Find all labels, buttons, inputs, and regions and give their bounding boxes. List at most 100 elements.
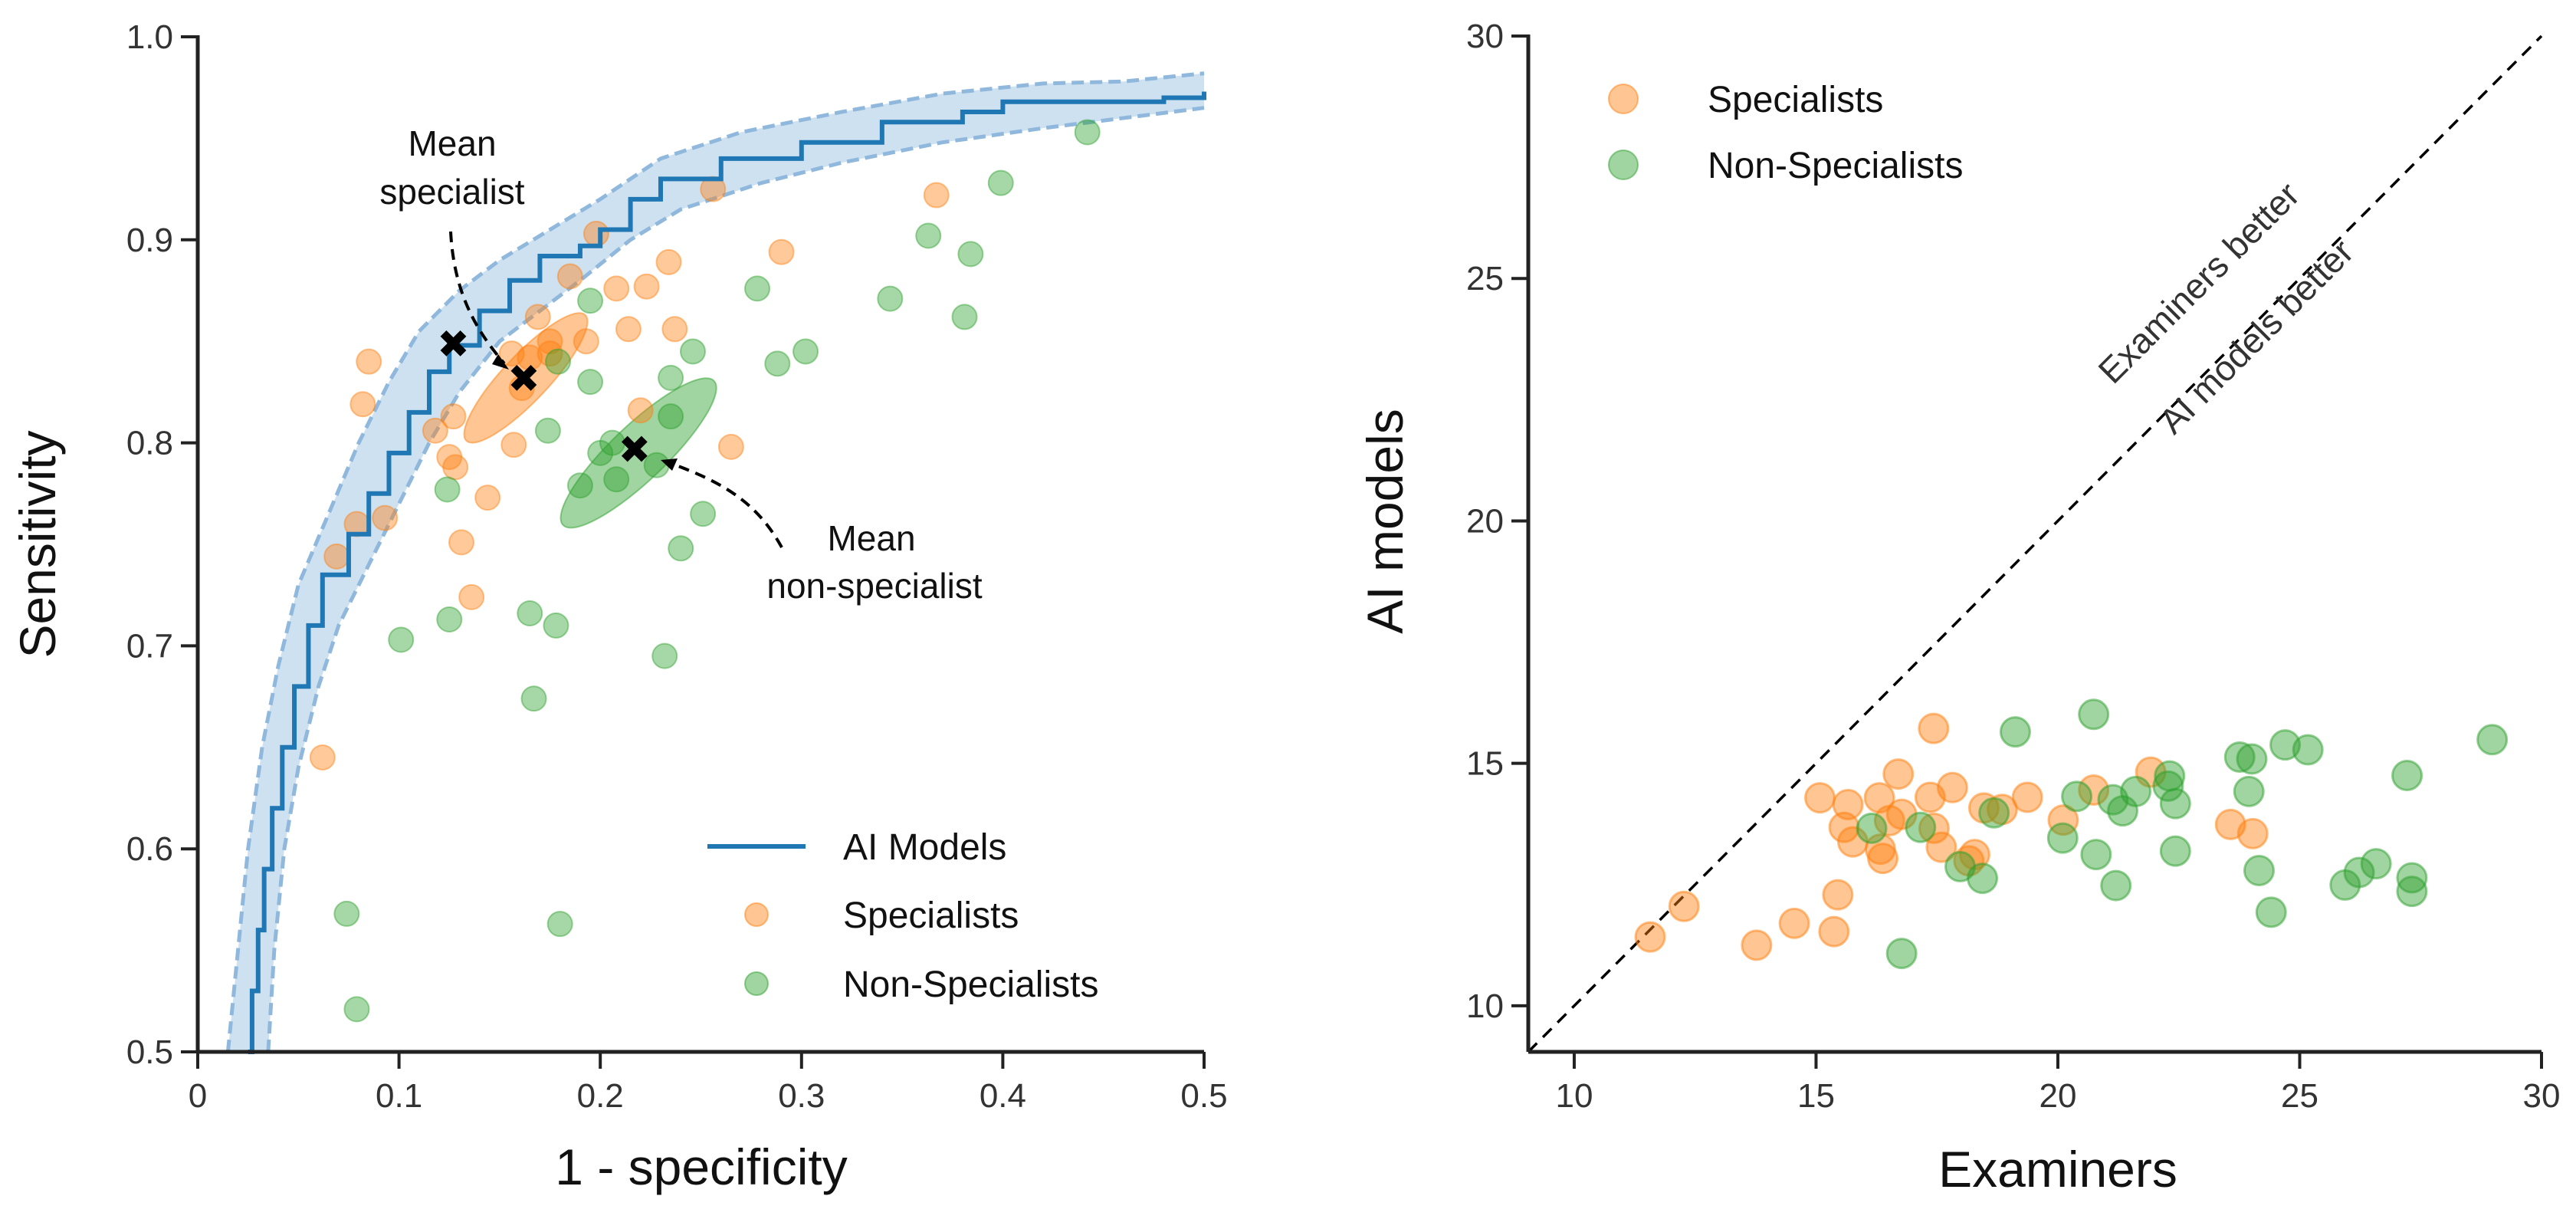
y-tick-label: 0.5 bbox=[126, 1033, 173, 1071]
specialist-point bbox=[323, 543, 350, 570]
non-specialist-point bbox=[2061, 780, 2093, 813]
annotation-mean-non-specialist-1: Mean bbox=[827, 518, 915, 558]
non-specialist-point bbox=[2159, 787, 2191, 820]
specialist-point bbox=[661, 316, 688, 343]
specialist-point bbox=[1918, 712, 1950, 744]
specialist-point bbox=[1882, 758, 1915, 790]
non-specialist-point bbox=[2159, 835, 2191, 867]
non-specialist-point bbox=[2476, 724, 2509, 756]
legend-label-specialists: Specialists bbox=[843, 895, 1019, 936]
y-tick-label: 0.9 bbox=[126, 222, 173, 259]
specialist-point bbox=[349, 391, 376, 418]
non-specialist-point bbox=[690, 501, 717, 527]
non-specialist-point bbox=[587, 439, 614, 466]
specialist-point bbox=[573, 328, 599, 355]
annotation-mean-non-specialist-2: non-specialist bbox=[766, 566, 982, 606]
non-specialist-point bbox=[957, 241, 984, 268]
axes: 10 15 20 25 30 10 15 20 25 30 bbox=[1466, 18, 2560, 1115]
specialist-point bbox=[1914, 781, 1946, 813]
ci-band-lower bbox=[266, 106, 1205, 1053]
y-tick-label: 30 bbox=[1466, 18, 1504, 55]
specialist-point bbox=[627, 397, 654, 424]
non-specialist-point bbox=[546, 911, 573, 938]
non-specialist-point bbox=[2236, 743, 2268, 775]
non-specialist-point bbox=[1999, 716, 2031, 748]
specialist-point bbox=[655, 248, 682, 275]
specialist-point bbox=[2011, 781, 2043, 813]
non-specialist-point bbox=[668, 535, 694, 562]
non-specialist-point bbox=[2292, 734, 2324, 766]
mean-non-specialist-marker bbox=[621, 435, 648, 462]
x-axis-label: 1 - specificity bbox=[555, 1138, 847, 1195]
annotation-ai-models-better: AI models better bbox=[2151, 232, 2361, 442]
non-specialist-point bbox=[2391, 759, 2423, 791]
y-tick-label: 0.7 bbox=[126, 627, 173, 665]
arrow-mean-specialist bbox=[449, 231, 506, 365]
non-specialist-point bbox=[2243, 854, 2275, 886]
roc-chart: 0 0.1 0.2 0.3 0.4 0.50.50.60.70.80.91.0 Mean … bbox=[9, 18, 1228, 1195]
legend-label-non-specialists: Non-Specialists bbox=[1708, 146, 1963, 186]
non-specialist-point bbox=[987, 169, 1014, 196]
non-specialist-point bbox=[520, 685, 547, 712]
non-specialist-point bbox=[1978, 797, 2010, 829]
non-specialist-point bbox=[915, 222, 942, 249]
non-specialist-point bbox=[877, 285, 904, 312]
non-specialist-point bbox=[2223, 741, 2256, 773]
ai-roc-curve bbox=[248, 91, 1206, 1054]
specialist-point bbox=[2236, 817, 2269, 849]
non-specialist-point bbox=[951, 304, 978, 330]
scatter-points bbox=[1634, 698, 2509, 970]
specialist-point bbox=[923, 182, 950, 209]
x-tick-label: 0.5 bbox=[1180, 1077, 1227, 1115]
specialist-point bbox=[1668, 890, 1700, 922]
non-specialist-point bbox=[603, 466, 630, 493]
specialist-point bbox=[537, 340, 563, 367]
scatter-points bbox=[309, 119, 1101, 1023]
y-tick-label: 15 bbox=[1466, 745, 1504, 783]
specialist-point bbox=[1867, 843, 1899, 875]
non-specialist-point bbox=[744, 275, 771, 302]
non-specialist-point bbox=[651, 642, 678, 669]
specialist-point bbox=[556, 263, 583, 290]
specialist-point bbox=[1778, 907, 1810, 939]
specialist-point bbox=[603, 275, 630, 302]
specialist-point bbox=[1925, 831, 1957, 863]
non-specialist-point bbox=[658, 364, 684, 391]
non-specialist-point bbox=[436, 606, 463, 632]
y-tick-label: 20 bbox=[1466, 502, 1504, 540]
non-specialist-point bbox=[1967, 863, 1999, 895]
legend-label-ai: AI Models bbox=[843, 827, 1006, 868]
x-axis-label: Examiners bbox=[1938, 1141, 2177, 1198]
non-specialist-point bbox=[1885, 938, 1918, 970]
non-specialist-point bbox=[2396, 876, 2428, 908]
non-specialist-point bbox=[566, 472, 593, 499]
non-specialist-point bbox=[2078, 698, 2110, 731]
specialist-point bbox=[1818, 915, 1850, 948]
non-specialist-point bbox=[658, 403, 684, 430]
non-specialist-point bbox=[764, 350, 791, 377]
non-specialist-point bbox=[2100, 869, 2132, 902]
arrowhead-mean-specialist bbox=[492, 354, 509, 370]
specialist-point bbox=[372, 504, 399, 531]
specialist-point bbox=[448, 529, 475, 556]
ci-band-fill bbox=[228, 73, 1204, 1052]
x-tick-label: 0 bbox=[189, 1077, 207, 1115]
mean-specialist-marker bbox=[510, 364, 537, 391]
non-specialist-point bbox=[543, 612, 569, 639]
specialist-point bbox=[442, 454, 469, 481]
ai-operating-point-marker bbox=[440, 330, 467, 356]
non-specialist-point bbox=[2107, 795, 2139, 827]
legend-marker-non-specialists bbox=[1608, 150, 1639, 180]
non-specialist-point bbox=[577, 369, 604, 396]
non-specialist-point bbox=[2152, 770, 2184, 802]
x-tick-label: 20 bbox=[2039, 1077, 2076, 1115]
y-tick-label: 10 bbox=[1466, 987, 1504, 1025]
annotation-examiners-better: Examiners better bbox=[2090, 174, 2307, 391]
legend: Specialists Non-Specialists bbox=[1608, 80, 1963, 186]
specialist-point bbox=[1804, 782, 1836, 814]
specialist-point bbox=[582, 220, 609, 247]
ai-confidence-band bbox=[225, 71, 1205, 1053]
reference-line bbox=[1527, 34, 2543, 1053]
non-specialist-point bbox=[388, 626, 415, 653]
specialist-point bbox=[717, 433, 744, 460]
